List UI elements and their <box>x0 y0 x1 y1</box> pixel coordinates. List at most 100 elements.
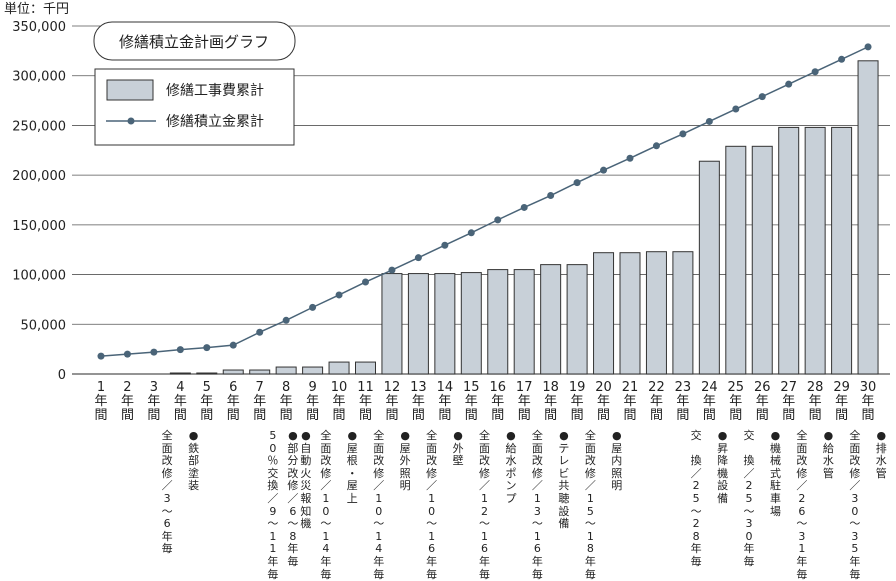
y-tick-label: 100,000 <box>12 269 66 284</box>
annotation-text: ● 外壁 <box>452 429 464 468</box>
x-tick-label: 3 年間 <box>147 380 160 423</box>
annotation-text: 全面改修／ 3 〜 6 年毎 <box>161 429 173 556</box>
line-point <box>811 68 819 76</box>
x-tick-label: 14 年間 <box>437 380 454 423</box>
x-tick-label: 12 年間 <box>384 380 401 423</box>
annotation-text: 全面改修／ 1 3 〜 1 6 年毎 <box>531 429 543 581</box>
x-tick-label: 8 年間 <box>280 380 293 423</box>
bars <box>169 60 879 375</box>
x-tick-label: 24 年間 <box>701 380 718 423</box>
annotation-text: ● 排水管 <box>875 429 887 480</box>
bar <box>434 273 456 375</box>
x-tick-label: 27 年間 <box>780 380 797 423</box>
annotation-text: ● 給水管 <box>822 429 834 480</box>
bar <box>804 126 826 375</box>
line-point <box>626 154 634 162</box>
x-tick-label: 6 年間 <box>227 380 240 423</box>
unit-label: 単位：千円 <box>4 1 69 17</box>
x-tick-label: 22 年間 <box>648 380 665 423</box>
bar <box>751 145 773 375</box>
x-tick-label: 15 年間 <box>463 380 480 423</box>
line-point <box>494 216 502 224</box>
legend-line-label: 修繕積立金累計 <box>166 114 264 130</box>
y-tick-label: 350,000 <box>12 20 66 35</box>
bar <box>407 273 429 375</box>
bar <box>513 269 535 375</box>
x-tick-label: 30 年間 <box>860 380 877 423</box>
annotation-text: ● 屋根・屋上 <box>346 429 358 505</box>
legend-bar-label: 修繕工事費累計 <box>166 83 264 99</box>
bar <box>249 369 271 375</box>
line-point <box>652 142 660 150</box>
bar <box>619 252 641 375</box>
bar <box>540 264 562 375</box>
annotation-text: 全面改修／ 2 6 〜 3 1 年毎 <box>796 429 808 581</box>
line-point <box>97 352 105 360</box>
annotation-text: ● 鉄部塗装 <box>188 429 200 493</box>
legend: 修繕工事費累計 修繕積立金累計 <box>94 68 295 146</box>
line-point <box>785 80 793 88</box>
x-tick-label: 20 年間 <box>595 380 612 423</box>
line-point <box>229 341 237 349</box>
y-tick-label: 50,000 <box>21 318 67 333</box>
bar <box>831 126 853 375</box>
x-tick-label: 18 年間 <box>542 380 559 423</box>
line-point <box>573 179 581 187</box>
bar <box>460 272 482 375</box>
x-tick-label: 26 年間 <box>754 380 771 423</box>
line-point <box>256 328 264 336</box>
bar <box>725 145 747 375</box>
x-tick-label: 17 年間 <box>516 380 533 423</box>
bar <box>566 264 588 375</box>
x-tick-label: 29 年間 <box>833 380 850 423</box>
bar <box>222 369 244 375</box>
y-tick-labels: 0 50,000 100,000 150,000 200,000 250,000 300,0… <box>12 20 66 383</box>
annotation-text: 全面改修／ 1 0 〜 1 4 年毎 <box>320 429 332 581</box>
bar <box>169 372 191 375</box>
line-point <box>467 229 475 237</box>
line-point <box>150 348 158 356</box>
bar <box>381 273 403 375</box>
x-tick-label: 11 年間 <box>357 380 374 423</box>
x-tick-label: 19 年間 <box>569 380 586 423</box>
x-tick-label: 13 年間 <box>410 380 427 423</box>
bar <box>857 60 879 375</box>
x-tick-label: 2 年間 <box>121 380 134 423</box>
line-point <box>732 105 740 113</box>
bar <box>672 251 694 375</box>
x-tick-label: 23 年間 <box>675 380 692 423</box>
x-tick-label: 16 年間 <box>489 380 506 423</box>
annotation-text: ● 屋内照明 <box>611 429 623 493</box>
line-point <box>838 55 846 63</box>
x-tick-label: 5 年間 <box>200 380 213 423</box>
annotation-text: 5 0 ％交換／ 9 〜 1 1 年毎 <box>267 429 279 581</box>
line-point <box>282 316 290 324</box>
x-tick-labels: 1 年間 2 年間 3 年間 4 年間 5 年間 6 年間 7 年間 8 年間 9 年間 10 年間 11 年間 12 年間 1… <box>94 380 876 423</box>
line-point <box>679 130 687 138</box>
line-point <box>758 93 766 101</box>
line-point <box>309 303 317 311</box>
chart-title: 修繕積立金計画グラフ <box>119 33 269 51</box>
annotation-text: 全面改修／ 3 0 〜 3 5 年毎 <box>849 429 861 581</box>
line-point <box>600 166 608 174</box>
line-point <box>441 241 449 249</box>
line-point <box>705 117 713 125</box>
annotation-text: 交 換／ 2 5 〜 3 0 年毎 <box>743 429 755 568</box>
line-point <box>547 192 555 200</box>
bar <box>698 160 720 375</box>
bar <box>778 126 800 375</box>
line-point <box>388 266 396 274</box>
bar <box>275 366 297 375</box>
line-point <box>203 344 211 352</box>
annotation-text: ● 給水ポンプ <box>505 429 517 505</box>
x-tick-label: 7 年間 <box>253 380 266 423</box>
bar <box>593 252 615 375</box>
y-tick-label: 250,000 <box>12 119 66 134</box>
annotation-text: 交 換／ 2 5 〜 2 8 年毎 <box>690 429 702 568</box>
legend-bar-swatch <box>106 79 154 101</box>
annotation-text: ● 屋外照明 <box>399 429 411 493</box>
y-tick-label: 0 <box>58 368 66 383</box>
annotation-text: 全面改修／ 1 0 〜 1 4 年毎 <box>373 429 385 581</box>
line-point <box>335 291 343 299</box>
x-tick-label: 10 年間 <box>331 380 348 423</box>
